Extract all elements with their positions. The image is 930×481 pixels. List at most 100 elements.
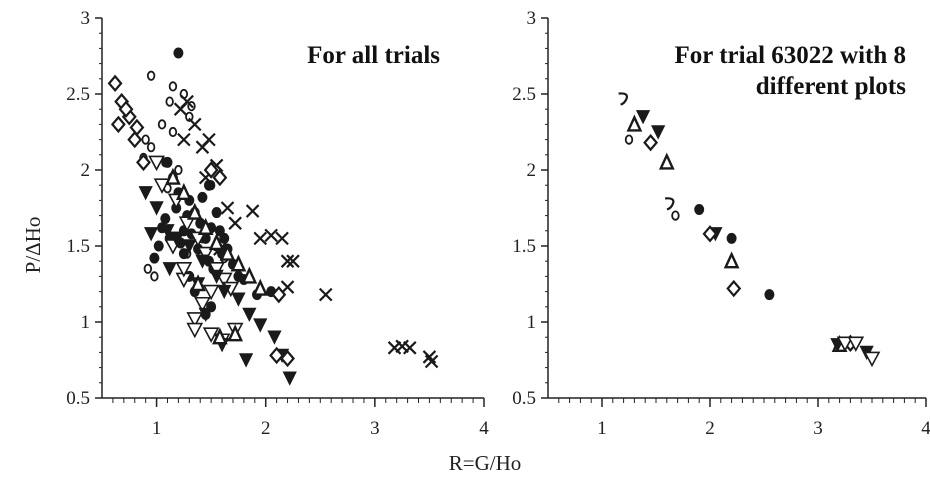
data-point-filled-circle [726, 232, 737, 244]
data-point-open-triangle-down [215, 272, 233, 289]
data-point-open-circle [165, 96, 174, 107]
x-tick-label: 3 [370, 418, 380, 439]
data-point-cross [177, 132, 191, 147]
data-point-filled-circle [211, 207, 222, 219]
data-point-cross [275, 231, 289, 246]
data-point-filled-circle [694, 204, 705, 216]
data-point-filled-triangle-down [282, 371, 297, 386]
data-point-open-circle [146, 142, 156, 153]
data-point-filled-triangle-down [149, 201, 164, 216]
data-point-open-triangle-down [153, 178, 171, 194]
x-tick-label: 3 [813, 418, 823, 439]
data-point-diamond [127, 130, 143, 149]
data-point-diamond [107, 74, 123, 93]
data-point-open-triangle-up [658, 152, 675, 170]
data-point-cross [422, 350, 437, 364]
data-point-diamond [136, 153, 151, 172]
data-point-cross [264, 228, 278, 243]
y-tick-label: 1.5 [512, 236, 536, 257]
data-point-cross [220, 201, 235, 215]
panel-title: For trial 63022 with 8 [675, 42, 906, 69]
data-point-open-triangle-up [175, 182, 192, 200]
data-point-open-triangle-down [178, 216, 196, 232]
data-point-filled-triangle-down [635, 110, 651, 125]
data-point-open-triangle-down [197, 246, 215, 263]
data-point-open-circle [187, 101, 196, 112]
y-tick-label: 2 [527, 160, 537, 181]
data-point-open-circle [168, 126, 178, 138]
data-point-open-triangle-up [227, 324, 244, 342]
data-point-diamond [118, 100, 134, 118]
data-point-diamond [129, 118, 145, 137]
data-point-open-triangle-up [252, 278, 269, 296]
data-point-open-triangle-down [186, 312, 204, 328]
data-point-hook [664, 197, 675, 211]
data-point-open-circle [168, 81, 178, 92]
x-tick-label: 2 [705, 418, 715, 439]
data-point-open-circle [143, 263, 153, 274]
data-point-open-triangle-up [208, 233, 225, 251]
data-point-filled-triangle-down [217, 284, 232, 300]
y-axis-title: P/ΔHo [21, 217, 45, 274]
chart-panel-all-trials: 0.5 1 1.5 2 2.5 3 1 2 3 4 For all trials [66, 8, 489, 439]
data-point-cross [403, 341, 417, 355]
data-point-open-triangle-up [190, 274, 206, 292]
data-point-open-triangle-down [175, 262, 193, 278]
data-point-cross [280, 254, 295, 268]
x-tick-label: 4 [921, 418, 930, 439]
data-point-filled-circle [764, 289, 775, 301]
data-point-cross [280, 280, 295, 294]
data-point-cross [318, 287, 333, 302]
data-point-open-triangle-down [189, 231, 207, 248]
data-point-open-triangle-down [208, 262, 225, 278]
data-point-filled-triangle-down [267, 330, 282, 345]
data-point-filled-triangle-down [253, 318, 268, 333]
data-point-diamond [702, 225, 718, 243]
y-tick-label: 0.5 [66, 388, 90, 409]
data-point-open-triangle-down [194, 296, 211, 313]
data-point-open-circle [157, 119, 167, 130]
data-point-open-triangle-up [230, 254, 247, 272]
data-point-open-circle [146, 70, 156, 81]
data-point-open-circle [141, 134, 150, 145]
data-point-filled-circle [203, 179, 214, 191]
data-point-cross [228, 216, 242, 230]
data-point-open-triangle-down [836, 336, 854, 352]
data-point-cross [245, 204, 260, 218]
data-point-cross [286, 254, 300, 268]
data-point-open-triangle-up [197, 217, 214, 235]
data-point-open-triangle-down [148, 155, 165, 172]
data-point-filled-triangle-down [195, 254, 210, 269]
data-point-filled-triangle-down [231, 292, 246, 307]
data-point-filled-circle [153, 240, 164, 252]
panel-title: different plots [756, 73, 906, 100]
data-point-cross [424, 354, 439, 369]
data-point-filled-circle [214, 225, 225, 237]
x-tick-label: 4 [479, 418, 489, 439]
data-point-diamond [269, 346, 285, 365]
y-tick-label: 3 [527, 8, 537, 29]
data-point-open-triangle-up [219, 243, 236, 261]
data-point-open-circle [185, 111, 194, 122]
data-point-filled-circle [162, 156, 173, 168]
data-point-cross [253, 231, 268, 246]
y-tick-label: 2.5 [66, 84, 90, 105]
data-point-filled-circle [149, 252, 160, 264]
data-point-open-triangle-up [723, 251, 740, 269]
x-tick-label: 1 [152, 418, 162, 439]
data-point-filled-triangle-down [162, 262, 177, 277]
data-point-diamond [110, 115, 126, 134]
y-tick-label: 2 [81, 160, 91, 181]
data-point-diamond [271, 285, 287, 304]
data-point-open-triangle-down [186, 322, 204, 339]
data-point-open-triangle-down [202, 284, 220, 301]
data-point-filled-triangle-down [242, 307, 257, 322]
data-point-filled-triangle-down [651, 125, 666, 140]
data-point-filled-triangle-down [238, 353, 254, 368]
data-point-open-circle [179, 88, 189, 100]
data-point-open-triangle-down [863, 351, 881, 368]
y-tick-label: 1 [527, 312, 537, 333]
chart-panel-trial-63022: 0.5 1 1.5 2 2.5 3 1 2 3 4 For trial 63022 with 8 di… [512, 8, 930, 439]
data-point-diamond [643, 133, 659, 152]
data-point-filled-triangle-down [209, 269, 224, 284]
